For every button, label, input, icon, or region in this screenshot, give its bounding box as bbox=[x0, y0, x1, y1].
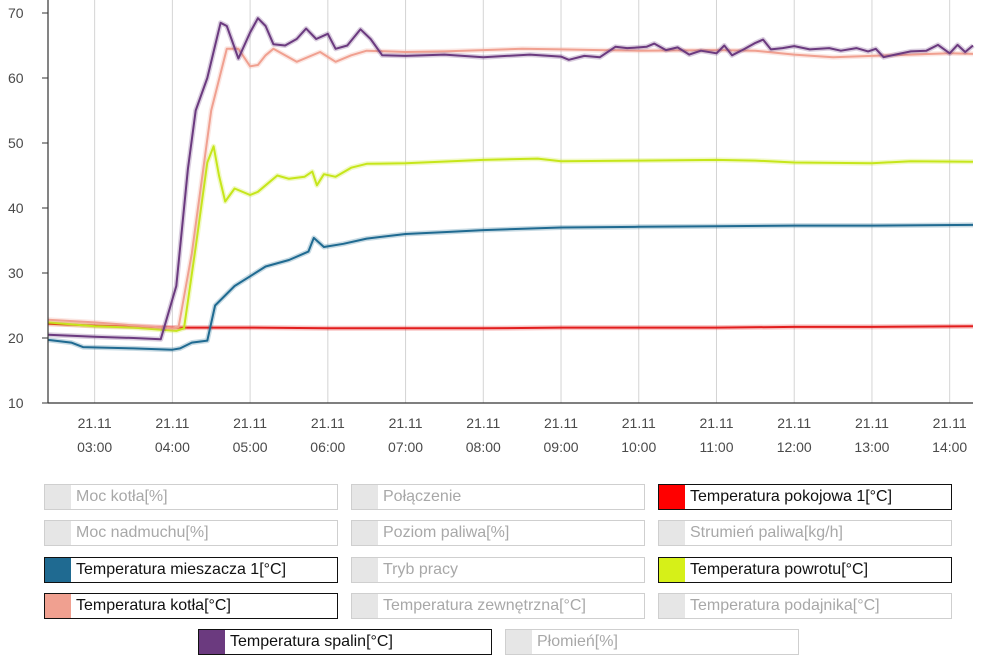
x-tick-date: 21.11 bbox=[233, 415, 267, 431]
legend-item[interactable]: Temperatura kotła[°C] bbox=[44, 593, 338, 619]
x-tick-time: 13:00 bbox=[854, 439, 889, 455]
legend-label: Temperatura podajnika[°C] bbox=[690, 597, 880, 614]
x-tick-date: 21.11 bbox=[544, 415, 578, 431]
legend-item[interactable]: Temperatura podajnika[°C] bbox=[658, 593, 952, 619]
y-axis-ticks: 10 20 30 40 50 60 70 bbox=[8, 5, 48, 411]
legend-swatch bbox=[506, 630, 532, 654]
series-line bbox=[47, 223, 974, 351]
legend-swatch bbox=[45, 594, 71, 618]
legend-item[interactable]: Poziom paliwa[%] bbox=[351, 520, 645, 546]
x-tick-date: 21.11 bbox=[933, 415, 967, 431]
y-tick-label: 60 bbox=[8, 70, 24, 86]
x-tick-date: 21.11 bbox=[389, 415, 423, 431]
legend-item[interactable]: Temperatura spalin[°C] bbox=[198, 629, 492, 655]
x-tick-date: 21.11 bbox=[466, 415, 500, 431]
legend-label: Połączenie bbox=[383, 488, 462, 505]
x-tick-time: 06:00 bbox=[310, 439, 345, 455]
legend-swatch bbox=[352, 558, 378, 582]
y-tick-label: 40 bbox=[8, 200, 24, 216]
x-tick-date: 21.11 bbox=[699, 415, 733, 431]
legend-swatch bbox=[352, 485, 378, 509]
x-tick-time: 11:00 bbox=[699, 439, 733, 455]
legend-item[interactable]: Moc kotła[%] bbox=[44, 484, 338, 510]
x-tick-time: 08:00 bbox=[466, 439, 501, 455]
legend-item[interactable]: Połączenie bbox=[351, 484, 645, 510]
legend-label: Moc nadmuchu[%] bbox=[76, 524, 209, 541]
legend-swatch bbox=[659, 485, 685, 509]
y-tick-label: 30 bbox=[8, 265, 24, 281]
legend-item[interactable]: Temperatura zewnętrzna[°C] bbox=[351, 593, 645, 619]
axes bbox=[47, 0, 973, 404]
legend-swatch bbox=[45, 521, 71, 545]
y-tick-label: 70 bbox=[8, 5, 24, 21]
legend-label: Tryb pracy bbox=[383, 561, 458, 578]
legend-swatch bbox=[45, 558, 71, 582]
x-tick-time: 10:00 bbox=[621, 439, 656, 455]
x-tick-time: 05:00 bbox=[233, 439, 268, 455]
x-tick-time: 14:00 bbox=[932, 439, 967, 455]
series-line bbox=[47, 145, 974, 332]
x-tick-date: 21.11 bbox=[622, 415, 656, 431]
x-tick-time: 03:00 bbox=[77, 439, 112, 455]
y-tick-label: 50 bbox=[8, 135, 24, 151]
x-tick-time: 09:00 bbox=[544, 439, 579, 455]
legend-label: Temperatura spalin[°C] bbox=[230, 633, 393, 650]
legend-item[interactable]: Moc nadmuchu[%] bbox=[44, 520, 338, 546]
legend-label: Poziom paliwa[%] bbox=[383, 524, 510, 541]
legend-swatch bbox=[199, 630, 225, 654]
legend-item[interactable]: Temperatura mieszacza 1[°C] bbox=[44, 557, 338, 583]
legend-swatch bbox=[352, 521, 378, 545]
x-tick-date: 21.11 bbox=[311, 415, 345, 431]
legend-label: Płomień[%] bbox=[537, 633, 618, 650]
legend-item[interactable]: Temperatura pokojowa 1[°C] bbox=[658, 484, 952, 510]
legend-label: Temperatura pokojowa 1[°C] bbox=[690, 488, 893, 505]
x-tick-time: 07:00 bbox=[388, 439, 423, 455]
legend-swatch bbox=[659, 521, 685, 545]
x-tick-date: 21.11 bbox=[78, 415, 112, 431]
legend-label: Strumień paliwa[kg/h] bbox=[690, 524, 843, 541]
legend-label: Temperatura zewnętrzna[°C] bbox=[383, 597, 586, 614]
legend-label: Temperatura mieszacza 1[°C] bbox=[76, 561, 287, 578]
x-tick-time: 04:00 bbox=[155, 439, 190, 455]
legend-swatch bbox=[45, 485, 71, 509]
x-tick-date: 21.11 bbox=[855, 415, 889, 431]
x-axis-ticks: 21.11 03:00 21.11 04:00 21.11 05:00 21.11 06:00… bbox=[77, 415, 967, 455]
legend-item[interactable]: Płomień[%] bbox=[505, 629, 799, 655]
legend-label: Temperatura kotła[°C] bbox=[76, 597, 231, 614]
legend-swatch bbox=[659, 594, 685, 618]
y-tick-label: 10 bbox=[8, 395, 24, 411]
series-line bbox=[47, 47, 974, 330]
legend-swatch bbox=[352, 594, 378, 618]
y-tick-label: 20 bbox=[8, 330, 24, 346]
x-tick-date: 21.11 bbox=[777, 415, 811, 431]
legend-swatch bbox=[659, 558, 685, 582]
legend-item[interactable]: Tryb pracy bbox=[351, 557, 645, 583]
legend-item[interactable]: Strumień paliwa[kg/h] bbox=[658, 520, 952, 546]
x-tick-time: 12:00 bbox=[777, 439, 812, 455]
series-lines bbox=[47, 15, 975, 353]
legend-label: Temperatura powrotu[°C] bbox=[690, 561, 869, 578]
legend-item[interactable]: Temperatura powrotu[°C] bbox=[658, 557, 952, 583]
series-line bbox=[47, 17, 974, 341]
x-tick-date: 21.11 bbox=[155, 415, 189, 431]
legend-label: Moc kotła[%] bbox=[76, 488, 168, 505]
